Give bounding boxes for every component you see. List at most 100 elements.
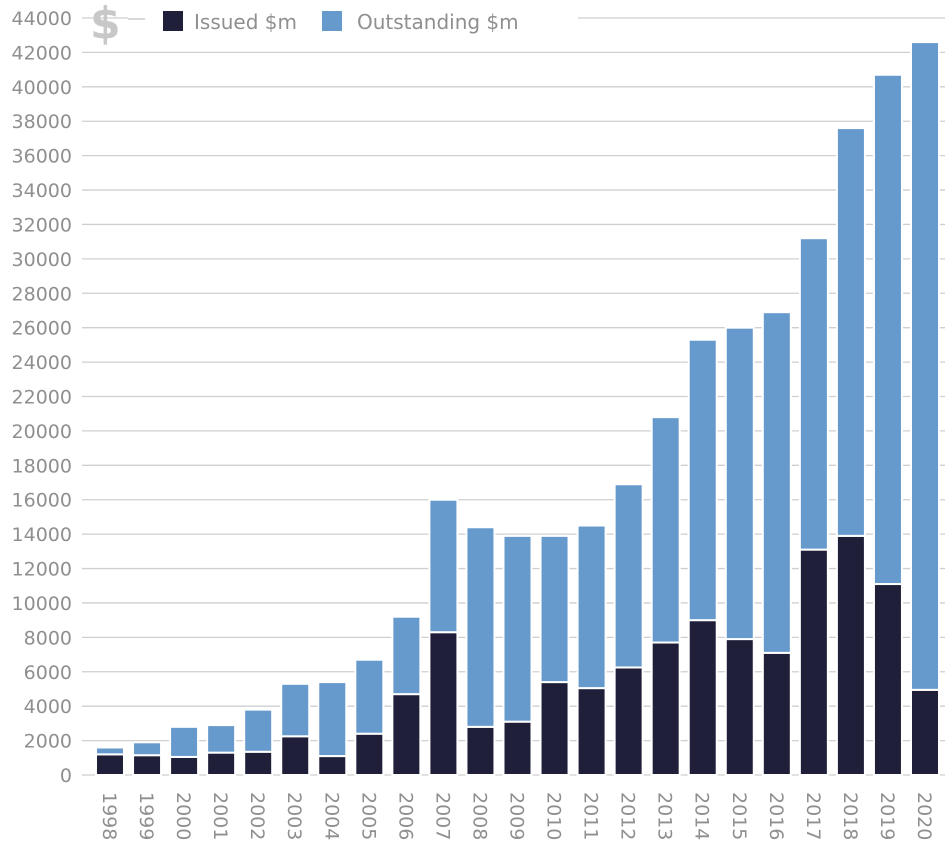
y-tick-label: 4000 (24, 696, 72, 718)
y-tick-label: 26000 (12, 318, 72, 340)
y-tick-label: 42000 (12, 42, 72, 64)
bar-outstanding (502, 534, 533, 723)
bar-issued (910, 688, 940, 777)
y-tick-label: 32000 (12, 214, 72, 236)
y-tick-label: 28000 (12, 283, 72, 305)
bar-issued (798, 548, 829, 777)
y-tick-label: 36000 (12, 146, 72, 168)
x-tick-label: 2008 (468, 792, 490, 840)
x-tick-label: 2018 (839, 792, 861, 840)
bar-outstanding (391, 615, 422, 696)
bar-issued (687, 619, 718, 777)
bar-outstanding (724, 326, 755, 641)
bar-issued (465, 725, 496, 776)
bar-outstanding (169, 725, 200, 758)
y-tick-label: 20000 (12, 421, 72, 443)
y-tick-label: 34000 (12, 180, 72, 202)
x-tick-label: 2002 (246, 792, 268, 840)
y-tick-label: 40000 (12, 77, 72, 99)
bar-issued (761, 651, 792, 776)
bar-outstanding (613, 483, 644, 669)
legend-label-outstanding: Outstanding $m (357, 10, 519, 34)
bar-issued (872, 583, 903, 776)
bar-outstanding (354, 658, 385, 735)
x-tick-label: 2020 (913, 792, 935, 840)
x-tick-label: 2016 (765, 792, 787, 840)
y-tick-label: 44000 (12, 8, 72, 30)
bar-outstanding (243, 708, 274, 753)
bar-outstanding (132, 741, 163, 757)
bar-outstanding (576, 524, 607, 690)
bar-issued (95, 753, 125, 777)
bar-outstanding (539, 534, 570, 684)
legend-swatch-outstanding (322, 11, 342, 31)
legend-label-issued: Issued $m (194, 10, 297, 34)
x-tick-label: 2015 (728, 792, 750, 840)
y-tick-label: 38000 (12, 111, 72, 133)
bar-issued (243, 750, 274, 777)
x-tick-label: 2017 (802, 792, 824, 840)
bar-outstanding (280, 682, 311, 738)
x-tick-label: 2006 (394, 792, 416, 840)
legend: $ Issued $m Outstanding $m (90, 0, 578, 49)
y-tick-label: 2000 (24, 731, 72, 753)
bar-issued (576, 687, 607, 777)
x-tick-label: 2011 (580, 792, 602, 840)
bar-outstanding (317, 681, 348, 758)
y-tick-label: 8000 (24, 627, 72, 649)
x-tick-label: 2019 (876, 792, 898, 840)
currency-symbol: $ (90, 0, 121, 49)
x-tick-label: 2013 (654, 792, 676, 840)
y-tick-label: 6000 (24, 662, 72, 684)
y-tick-label: 12000 (12, 559, 72, 581)
bar-outstanding (206, 724, 237, 754)
y-tick-label: 10000 (12, 593, 72, 615)
x-tick-label: 2004 (320, 792, 342, 840)
y-tick-label: 0 (60, 765, 72, 787)
bar-outstanding (465, 526, 496, 728)
bar-outstanding (95, 746, 125, 756)
bar-outstanding (687, 338, 718, 622)
bar-issued (724, 638, 755, 777)
bar-issued (132, 754, 163, 777)
x-tick-label: 2005 (357, 792, 379, 840)
x-tick-label: 1998 (98, 792, 120, 840)
bar-outstanding (910, 41, 940, 691)
bar-issued (206, 751, 237, 777)
y-tick-label: 24000 (12, 352, 72, 374)
x-tick-label: 2001 (209, 792, 231, 840)
bar-outstanding (872, 73, 903, 586)
x-tick-label: 2012 (617, 792, 639, 840)
bar-issued (280, 735, 311, 777)
y-tick-label: 14000 (12, 524, 72, 546)
bar-issued (613, 666, 644, 777)
x-tick-label: 2014 (691, 792, 713, 840)
y-tick-label: 18000 (12, 455, 72, 477)
y-axis: 0 2000 4000 6000 8000 10000 12000 14000 16000 180… (12, 8, 72, 787)
x-tick-label: 2003 (283, 792, 305, 840)
legend-swatch-issued (163, 11, 183, 31)
bars (95, 41, 940, 777)
x-tick-label: 2010 (543, 792, 565, 840)
bar-issued (650, 641, 681, 777)
y-tick-label: 30000 (12, 249, 72, 271)
bar-issued (835, 534, 866, 776)
bar-issued (391, 693, 422, 776)
x-axis: 1998 1999 2000 2001 2002 2003 2004 2005 2006 2007… (98, 792, 935, 840)
bar-outstanding (835, 127, 866, 537)
bar-issued (428, 631, 459, 776)
y-tick-label: 22000 (12, 387, 72, 409)
bar-outstanding (761, 311, 792, 654)
bar-outstanding (798, 237, 829, 551)
bar-issued (539, 681, 570, 777)
bar-outstanding (650, 416, 681, 644)
x-tick-label: 1999 (135, 792, 157, 840)
legend-background (128, 0, 578, 40)
y-tick-label: 16000 (12, 490, 72, 512)
bar-issued (354, 732, 385, 777)
bar-issued (502, 720, 533, 776)
bar-outstanding (428, 498, 459, 634)
x-tick-label: 2000 (172, 792, 194, 840)
bar-issued (317, 755, 348, 777)
